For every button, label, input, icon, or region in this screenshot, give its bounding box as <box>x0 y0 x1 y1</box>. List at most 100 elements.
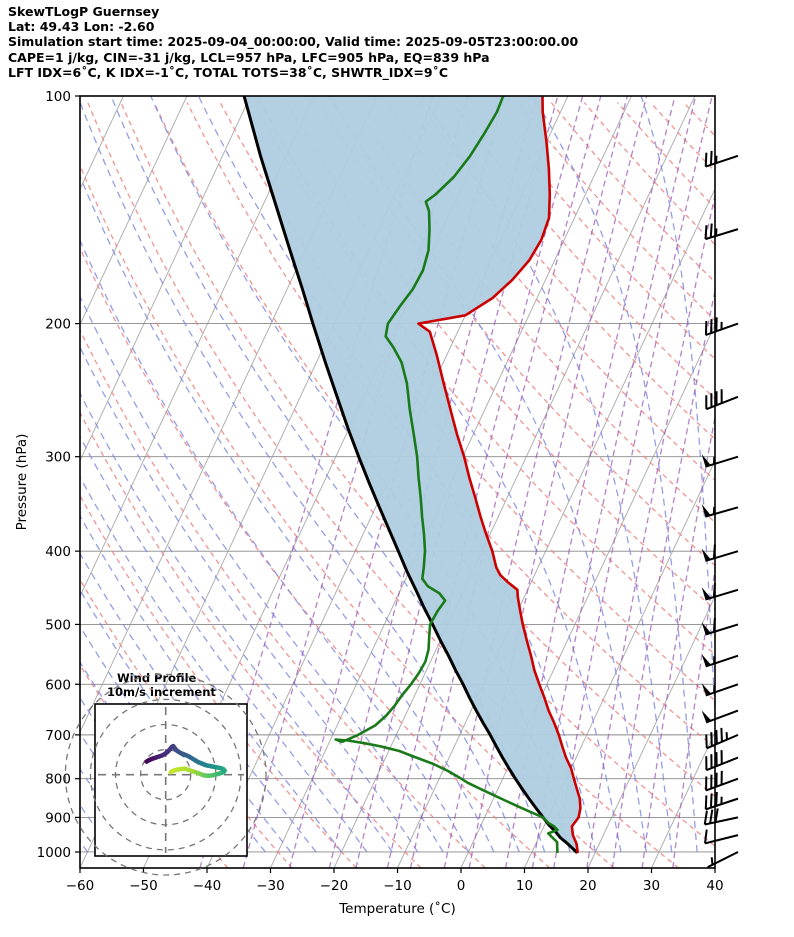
x-tick-label: −40 <box>193 878 222 894</box>
moist-adiabat-line <box>80 100 520 853</box>
wind-barb <box>701 504 739 518</box>
barb-half <box>712 506 716 515</box>
temperature-profile-line <box>417 96 582 854</box>
barb-full <box>720 727 723 742</box>
dry-adiabat-line <box>80 494 357 868</box>
barb-shaft <box>705 623 739 636</box>
barb-shaft <box>705 683 739 697</box>
barb-full <box>709 150 713 165</box>
dry-adiabat-line <box>80 328 486 868</box>
y-tick-label: 700 <box>45 728 71 744</box>
isotherm-line <box>651 731 715 868</box>
wind-barb <box>704 223 739 241</box>
dry-adiabat-line <box>285 102 715 611</box>
barb-full <box>703 810 708 825</box>
wind-barb <box>707 851 739 869</box>
isotherm-line <box>714 866 715 868</box>
barb-flag <box>701 548 711 561</box>
wind-barb <box>704 317 739 336</box>
wind-barb <box>701 617 739 636</box>
dry-adiabat-line <box>186 102 715 749</box>
barb-flag <box>701 504 711 517</box>
barb-full <box>704 795 708 810</box>
wind-barb <box>701 583 739 601</box>
isotherm-line <box>80 96 188 326</box>
y-tick-label: 1000 <box>37 845 71 861</box>
barb-full <box>709 793 713 808</box>
barb-full <box>712 617 716 632</box>
moist-adiabat-line <box>80 295 444 853</box>
barb-half <box>710 857 714 865</box>
isotherm-line <box>524 459 715 868</box>
wind-barb <box>704 150 739 168</box>
inset-title-line2: 10m/s increment <box>107 685 216 699</box>
barb-shaft <box>705 506 739 518</box>
barb-full <box>712 544 716 559</box>
mixing-ratio-line <box>242 96 469 868</box>
dry-adiabat-line <box>153 102 715 798</box>
moist-adiabat-line <box>80 392 393 853</box>
mixing-ratio-line <box>355 96 559 868</box>
wind-barb <box>704 829 739 845</box>
barb-flag <box>701 622 711 635</box>
barb-full <box>715 729 718 744</box>
barb-full <box>704 829 708 844</box>
barb-full <box>710 732 713 747</box>
barb-shaft <box>704 834 739 845</box>
x-tick-label: 10 <box>516 878 533 894</box>
moist-adiabat-line <box>640 96 715 725</box>
barb-flag <box>701 710 712 723</box>
barb-full <box>704 225 708 240</box>
x-tick-label: 0 <box>457 878 466 894</box>
dry-adiabat-line <box>252 102 715 656</box>
barb-full <box>704 152 708 167</box>
barb-shaft <box>705 550 739 562</box>
x-axis-title: Temperature (˚C) <box>338 900 456 917</box>
x-tick-label: −10 <box>383 878 412 894</box>
mixing-ratio-line <box>386 96 584 868</box>
moist-adiabat-line <box>256 96 622 853</box>
isotherm-line <box>80 96 315 598</box>
barb-flag <box>701 654 711 667</box>
header-line-title: SkewTLogP Guernsey <box>8 4 160 19</box>
mixing-ratio-line <box>611 287 715 868</box>
mixing-ratio-line <box>504 96 676 868</box>
moist-adiabat-line <box>80 625 241 853</box>
moist-adiabat-line <box>80 514 317 853</box>
barb-shaft <box>705 709 739 724</box>
y-tick-label: 200 <box>45 317 71 333</box>
barb-full <box>715 791 718 806</box>
wind-barb <box>705 770 739 792</box>
isotherm-line <box>587 595 715 868</box>
wind-barb <box>705 750 739 772</box>
figure-header: SkewTLogP Guernsey Lat: 49.43 Lon: -2.60… <box>8 4 788 80</box>
y-tick-label: 900 <box>45 810 71 826</box>
wind-barb <box>705 727 739 750</box>
moist-adiabat-line <box>721 96 748 852</box>
mixing-ratio-line <box>288 96 506 868</box>
moist-adiabat-line <box>80 435 368 853</box>
barb-flag <box>701 587 711 600</box>
header-line-indices-2: LFT IDX=6˚C, K IDX=-1˚C, TOTAL TOTS=38˚C… <box>8 64 449 80</box>
barb-full <box>712 583 716 598</box>
mixing-ratio-line <box>672 566 715 868</box>
x-tick-label: 20 <box>579 878 596 894</box>
hodograph-segment <box>144 758 151 764</box>
wind-barb <box>703 808 739 826</box>
y-tick-label: 800 <box>45 772 71 788</box>
dry-adiabat-line <box>80 664 229 868</box>
barb-shaft <box>705 588 739 601</box>
barb-flag <box>701 454 711 467</box>
header-line-latlon: Lat: 49.43 Lon: -2.60 <box>8 19 155 35</box>
dry-adiabat-line <box>717 103 794 869</box>
moist-adiabat-line <box>80 345 419 853</box>
y-tick-label: 300 <box>45 450 71 466</box>
x-tick-label: 40 <box>706 878 723 894</box>
header-line-indices-1: CAPE=1 j/kg, CIN=-31 j/kg, LCL=957 hPa, … <box>8 49 490 65</box>
dry-adiabat-line <box>750 103 794 869</box>
moist-adiabat-line <box>421 96 673 853</box>
